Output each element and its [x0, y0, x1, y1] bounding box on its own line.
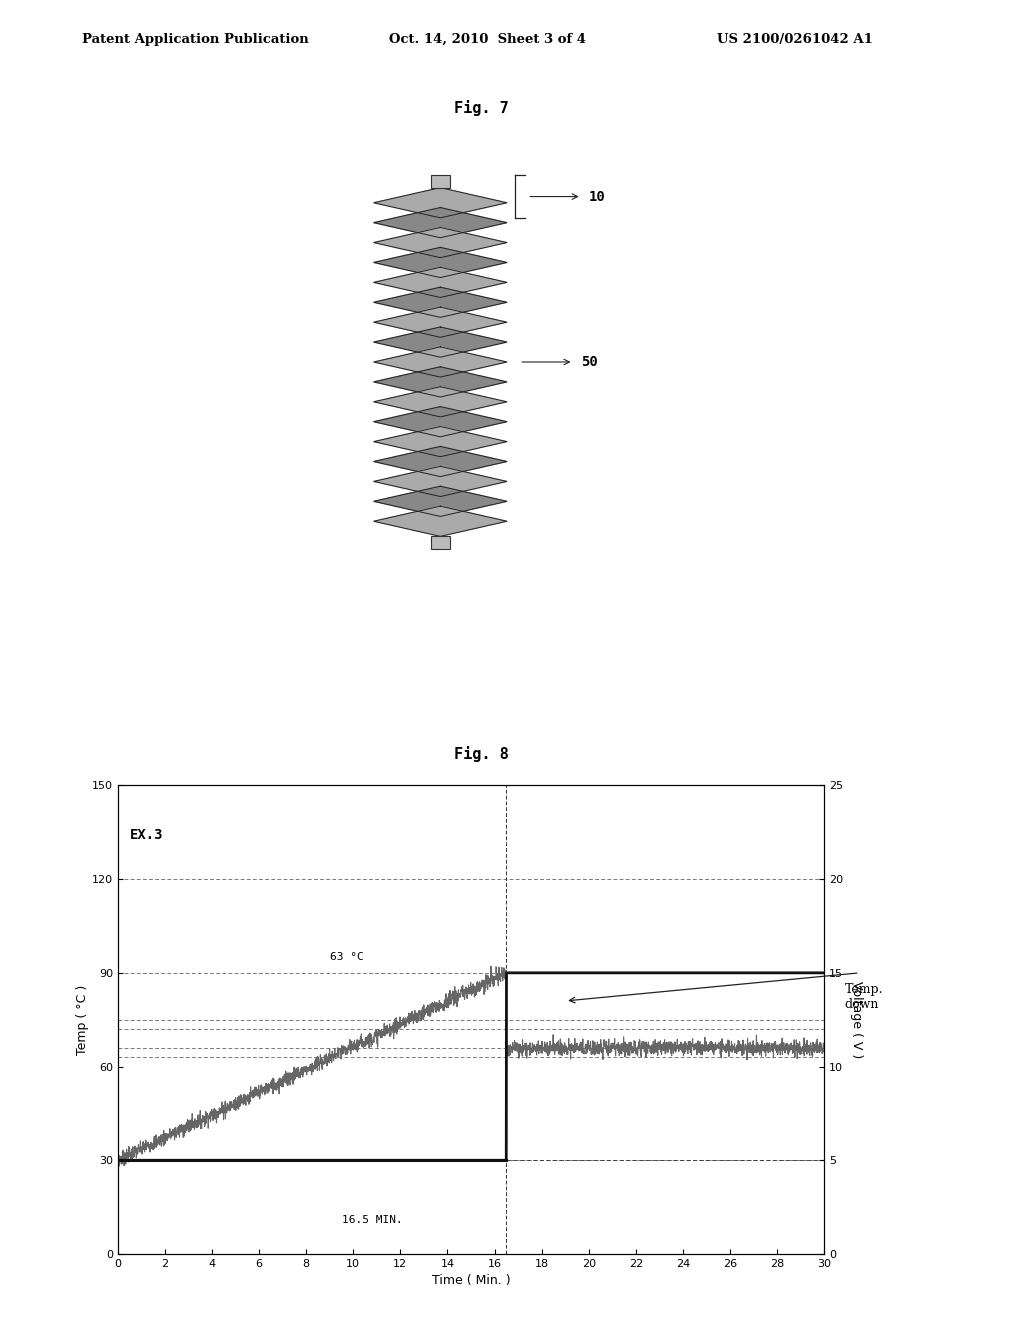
Text: Fig. 8: Fig. 8	[454, 746, 509, 762]
Polygon shape	[374, 187, 507, 218]
Bar	[431, 536, 450, 549]
Polygon shape	[374, 367, 507, 397]
Text: Temp.
down: Temp. down	[845, 982, 884, 1011]
Polygon shape	[374, 288, 507, 317]
Bar	[431, 176, 450, 187]
Text: 50: 50	[581, 355, 597, 370]
Text: Patent Application Publication: Patent Application Publication	[82, 33, 308, 46]
Polygon shape	[374, 407, 507, 437]
Polygon shape	[374, 486, 507, 516]
Text: 16.5 MIN.: 16.5 MIN.	[342, 1214, 402, 1225]
Text: EX.3: EX.3	[129, 828, 163, 842]
Text: Fig. 7: Fig. 7	[454, 100, 509, 116]
Polygon shape	[374, 466, 507, 496]
Polygon shape	[374, 347, 507, 378]
Polygon shape	[374, 227, 507, 257]
Polygon shape	[374, 387, 507, 417]
Polygon shape	[374, 247, 507, 277]
Y-axis label: Voltage ( V ): Voltage ( V )	[850, 981, 863, 1059]
X-axis label: Time ( Min. ): Time ( Min. )	[432, 1274, 510, 1287]
Text: 63 °C: 63 °C	[330, 952, 364, 962]
Polygon shape	[374, 506, 507, 536]
Y-axis label: Temp ( °C ): Temp ( °C )	[76, 985, 89, 1055]
Polygon shape	[374, 327, 507, 358]
Text: US 2100/0261042 A1: US 2100/0261042 A1	[717, 33, 872, 46]
Polygon shape	[374, 426, 507, 457]
Polygon shape	[374, 308, 507, 338]
Text: 10: 10	[589, 190, 605, 203]
Polygon shape	[374, 446, 507, 477]
Polygon shape	[374, 207, 507, 238]
Text: Oct. 14, 2010  Sheet 3 of 4: Oct. 14, 2010 Sheet 3 of 4	[389, 33, 586, 46]
Polygon shape	[374, 267, 507, 297]
